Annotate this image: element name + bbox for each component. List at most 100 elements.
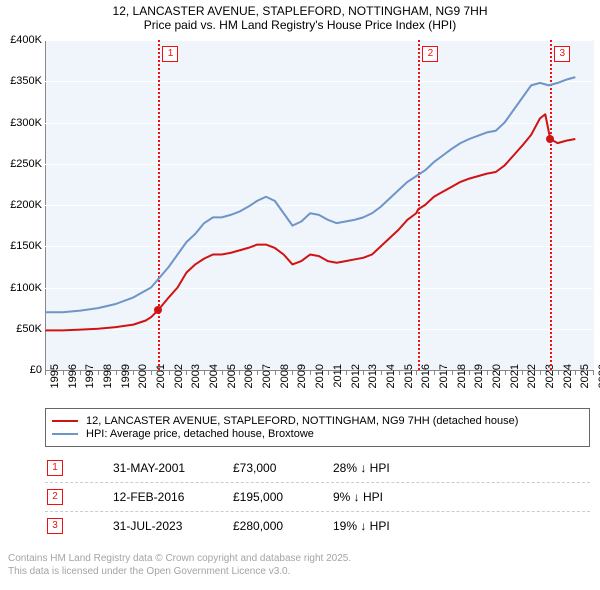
x-tick-label: 1997: [84, 364, 96, 404]
x-tick-label: 2022: [526, 364, 538, 404]
sale-dot: [154, 306, 162, 314]
chart-title-block: 12, LANCASTER AVENUE, STAPLEFORD, NOTTIN…: [0, 4, 600, 32]
y-tick-label: £250K: [0, 158, 42, 170]
x-tick-mark: [487, 370, 488, 375]
event-marker-1: 1: [47, 460, 63, 476]
x-tick-mark: [469, 370, 470, 375]
x-tick-label: 2015: [403, 364, 415, 404]
y-gridline: [45, 123, 593, 124]
x-tick-label: 2008: [279, 364, 291, 404]
x-tick-label: 2004: [208, 364, 220, 404]
y-gridline: [45, 288, 593, 289]
event-marker-3: 3: [47, 518, 63, 534]
chart-title-line1: 12, LANCASTER AVENUE, STAPLEFORD, NOTTIN…: [0, 4, 600, 18]
x-tick-mark: [98, 370, 99, 375]
x-tick-mark: [80, 370, 81, 375]
x-tick-label: 1999: [120, 364, 132, 404]
x-tick-label: 2010: [314, 364, 326, 404]
event-diff-1: 28% ↓ HPI: [333, 461, 433, 475]
x-tick-mark: [522, 370, 523, 375]
event-row-1: 1 31-MAY-2001 £73,000 28% ↓ HPI: [45, 454, 590, 482]
x-tick-label: 2001: [155, 364, 167, 404]
x-tick-mark: [328, 370, 329, 375]
legend-swatch-hpi: [52, 433, 78, 435]
y-gridline: [45, 40, 593, 41]
event-marker-top: 1: [162, 46, 178, 62]
x-tick-mark: [452, 370, 453, 375]
x-tick-label: 2016: [420, 364, 432, 404]
event-price-2: £195,000: [233, 490, 333, 504]
event-marker-2: 2: [47, 489, 63, 505]
x-tick-mark: [399, 370, 400, 375]
y-tick-label: £350K: [0, 75, 42, 87]
x-tick-label: 1995: [49, 364, 61, 404]
x-tick-mark: [239, 370, 240, 375]
sale-dot: [546, 135, 554, 143]
legend-label-price-paid: 12, LANCASTER AVENUE, STAPLEFORD, NOTTIN…: [86, 415, 518, 427]
event-row-2: 2 12-FEB-2016 £195,000 9% ↓ HPI: [45, 482, 590, 511]
x-tick-label: 1998: [102, 364, 114, 404]
y-gridline: [45, 81, 593, 82]
x-tick-mark: [363, 370, 364, 375]
x-tick-label: 2005: [226, 364, 238, 404]
chart-title-line2: Price paid vs. HM Land Registry's House …: [0, 18, 600, 32]
legend-item-hpi: HPI: Average price, detached house, Brox…: [52, 428, 583, 440]
x-tick-label: 2009: [296, 364, 308, 404]
x-tick-mark: [204, 370, 205, 375]
event-row-3: 3 31-JUL-2023 £280,000 19% ↓ HPI: [45, 511, 590, 540]
x-tick-mark: [558, 370, 559, 375]
x-tick-label: 2012: [350, 364, 362, 404]
y-tick-label: £0: [0, 364, 42, 376]
x-tick-mark: [434, 370, 435, 375]
event-marker-top: 3: [554, 46, 570, 62]
y-gridline: [45, 329, 593, 330]
x-tick-mark: [292, 370, 293, 375]
event-line: [158, 40, 160, 370]
x-tick-label: 2023: [544, 364, 556, 404]
x-tick-label: 2018: [456, 364, 468, 404]
event-date-2: 12-FEB-2016: [113, 490, 233, 504]
event-date-3: 31-JUL-2023: [113, 519, 233, 533]
y-gridline: [45, 246, 593, 247]
event-line: [550, 40, 552, 370]
event-diff-3: 19% ↓ HPI: [333, 519, 433, 533]
x-tick-mark: [505, 370, 506, 375]
event-price-1: £73,000: [233, 461, 333, 475]
event-date-1: 31-MAY-2001: [113, 461, 233, 475]
x-tick-label: 2003: [190, 364, 202, 404]
attribution: Contains HM Land Registry data © Crown c…: [8, 552, 351, 578]
legend: 12, LANCASTER AVENUE, STAPLEFORD, NOTTIN…: [45, 408, 590, 447]
legend-swatch-price-paid: [52, 420, 78, 422]
x-tick-label: 2024: [562, 364, 574, 404]
event-price-3: £280,000: [233, 519, 333, 533]
event-marker-top: 2: [422, 46, 438, 62]
x-tick-label: 2011: [332, 364, 344, 404]
x-tick-mark: [540, 370, 541, 375]
x-tick-mark: [346, 370, 347, 375]
x-tick-mark: [63, 370, 64, 375]
x-tick-mark: [169, 370, 170, 375]
x-tick-mark: [151, 370, 152, 375]
event-line: [418, 40, 420, 370]
x-tick-mark: [133, 370, 134, 375]
x-tick-label: 2000: [137, 364, 149, 404]
x-tick-label: 2017: [438, 364, 450, 404]
y-tick-label: £400K: [0, 34, 42, 46]
x-tick-mark: [593, 370, 594, 375]
x-tick-label: 2013: [367, 364, 379, 404]
x-tick-mark: [222, 370, 223, 375]
x-tick-label: 2020: [491, 364, 503, 404]
attribution-line2: This data is licensed under the Open Gov…: [8, 565, 351, 578]
event-table: 1 31-MAY-2001 £73,000 28% ↓ HPI 2 12-FEB…: [45, 454, 590, 540]
x-tick-mark: [310, 370, 311, 375]
x-tick-mark: [257, 370, 258, 375]
y-tick-label: £50K: [0, 323, 42, 335]
x-tick-label: 2019: [473, 364, 485, 404]
x-tick-label: 2025: [579, 364, 591, 404]
y-tick-label: £200K: [0, 199, 42, 211]
x-tick-mark: [575, 370, 576, 375]
x-tick-label: 1996: [67, 364, 79, 404]
x-tick-label: 2006: [243, 364, 255, 404]
y-tick-label: £300K: [0, 117, 42, 129]
x-tick-mark: [275, 370, 276, 375]
